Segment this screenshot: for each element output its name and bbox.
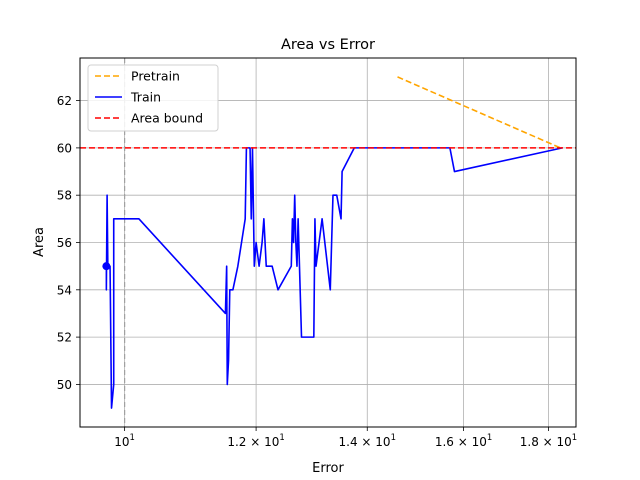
x-tick-label: 101: [114, 433, 135, 449]
x-tick-label-exponent: 1: [130, 433, 135, 443]
x-tick-label-base: 1.2 × 10: [227, 435, 279, 449]
x-tick-label-base: 1.4 × 10: [339, 435, 391, 449]
y-tick-label: 62: [57, 94, 72, 108]
y-axis-label: Area: [32, 227, 47, 257]
legend: Pretrain Train Area bound: [87, 64, 219, 132]
x-tick-label: 1.2 × 101: [227, 433, 284, 449]
y-tick-label: 52: [57, 331, 72, 345]
legend-box: [87, 64, 219, 132]
x-axis-label: Error: [312, 461, 344, 476]
x-tick-label-exponent: 1: [391, 433, 396, 443]
x-tick-label-group: 1.8 × 101: [520, 433, 577, 449]
axes-frame: [79, 57, 577, 428]
x-tick-label: 1.8 × 101: [520, 433, 577, 449]
x-tick-label-group: 1.4 × 101: [339, 433, 396, 449]
x-tick-label: 1.6 × 101: [435, 433, 492, 449]
legend-label-train: Train: [130, 90, 161, 105]
x-tick-label-exponent: 1: [279, 433, 284, 443]
x-tick-label-group: 101: [114, 433, 135, 449]
series-pretrain-line: [397, 76, 561, 149]
x-tick-label: 1.4 × 101: [339, 433, 396, 449]
y-tick-label: 60: [57, 141, 72, 155]
series-train-line: [105, 147, 563, 409]
x-tick-label-base: 1.6 × 10: [435, 435, 487, 449]
x-tick-label-exponent: 1: [487, 433, 492, 443]
y-tick-label: 54: [57, 283, 72, 297]
x-tick-label-group: 1.2 × 101: [227, 433, 284, 449]
series-train-marker: [102, 262, 111, 271]
y-tick-label: 50: [57, 378, 72, 392]
chart-title: Area vs Error: [281, 37, 375, 53]
x-tick-label-group: 1.6 × 101: [435, 433, 492, 449]
plot-lines: [80, 76, 576, 409]
x-tick-label-base: 1.8 × 10: [520, 435, 572, 449]
legend-label-area-bound: Area bound: [131, 111, 203, 126]
y-tick-label: 56: [57, 236, 72, 250]
x-tick-label-base: 10: [114, 435, 129, 449]
y-tick-label: 58: [57, 189, 72, 203]
legend-label-pretrain: Pretrain: [131, 69, 180, 84]
x-tick-label-exponent: 1: [572, 433, 577, 443]
